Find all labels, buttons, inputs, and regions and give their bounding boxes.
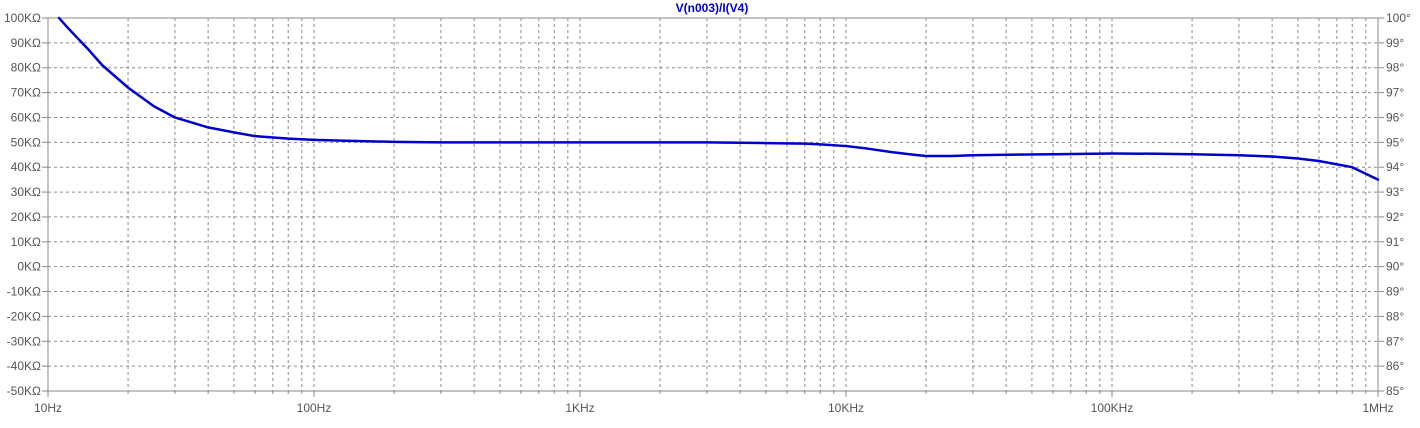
y-right-tick-label: 100° <box>1386 11 1411 25</box>
y-left-tick-label: -10KΩ <box>7 285 41 299</box>
plot-frame <box>47 17 1379 392</box>
y-right-tick-label: 91° <box>1386 235 1404 249</box>
y-right-tick-label: 93° <box>1386 185 1404 199</box>
y-left-tick-label: 40KΩ <box>11 160 41 174</box>
x-tick-label: 1MHz <box>1362 401 1393 415</box>
y-right-tick-label: 99° <box>1386 36 1404 50</box>
y-left-tick-label: 10KΩ <box>11 235 41 249</box>
grid-lines <box>48 18 1378 391</box>
y-right-tick-label: 94° <box>1386 160 1404 174</box>
y-left-tick-label: 50KΩ <box>11 135 41 149</box>
x-tick-label: 10KHz <box>828 401 864 415</box>
y-left-tick-label: -20KΩ <box>7 309 41 323</box>
y-left-tick-label: 30KΩ <box>11 185 41 199</box>
y-right-tick-label: 89° <box>1386 285 1404 299</box>
y-left-tick-label: -50KΩ <box>7 384 41 398</box>
x-tick-label: 10Hz <box>34 401 62 415</box>
y-left-tick-label: 100KΩ <box>4 11 41 25</box>
y-left-tick-label: -30KΩ <box>7 334 41 348</box>
x-tick-label: 100Hz <box>297 401 332 415</box>
y-left-tick-label: -40KΩ <box>7 359 41 373</box>
data-traces <box>57 16 1380 181</box>
y-left-tick-label: 90KΩ <box>11 36 41 50</box>
x-tick-label: 1KHz <box>565 401 594 415</box>
y-right-tick-label: 96° <box>1386 110 1404 124</box>
series-line-1 <box>57 16 1380 181</box>
axis-ticks <box>42 17 1384 397</box>
y-left-tick-label: 70KΩ <box>11 86 41 100</box>
y-left-tick-label: 80KΩ <box>11 61 41 75</box>
y-right-tick-label: 85° <box>1386 384 1404 398</box>
y-right-tick-label: 92° <box>1386 210 1404 224</box>
tick-labels: 10Hz 100Hz 1KHz 10KHz 100KHz 1MHz 100KΩ 90KΩ 80K… <box>4 11 1411 415</box>
chart-title: V(n003)/I(V4) <box>676 1 749 15</box>
x-tick-label: 100KHz <box>1091 401 1134 415</box>
y-right-tick-label: 88° <box>1386 309 1404 323</box>
y-right-tick-label: 97° <box>1386 86 1404 100</box>
y-right-tick-label: 90° <box>1386 260 1404 274</box>
y-right-tick-label: 86° <box>1386 359 1404 373</box>
y-right-tick-label: 98° <box>1386 61 1404 75</box>
y-right-tick-label: 95° <box>1386 135 1404 149</box>
y-left-tick-label: 0KΩ <box>17 260 41 274</box>
y-left-tick-label: 20KΩ <box>11 210 41 224</box>
y-right-tick-label: 87° <box>1386 334 1404 348</box>
y-left-tick-label: 60KΩ <box>11 110 41 124</box>
